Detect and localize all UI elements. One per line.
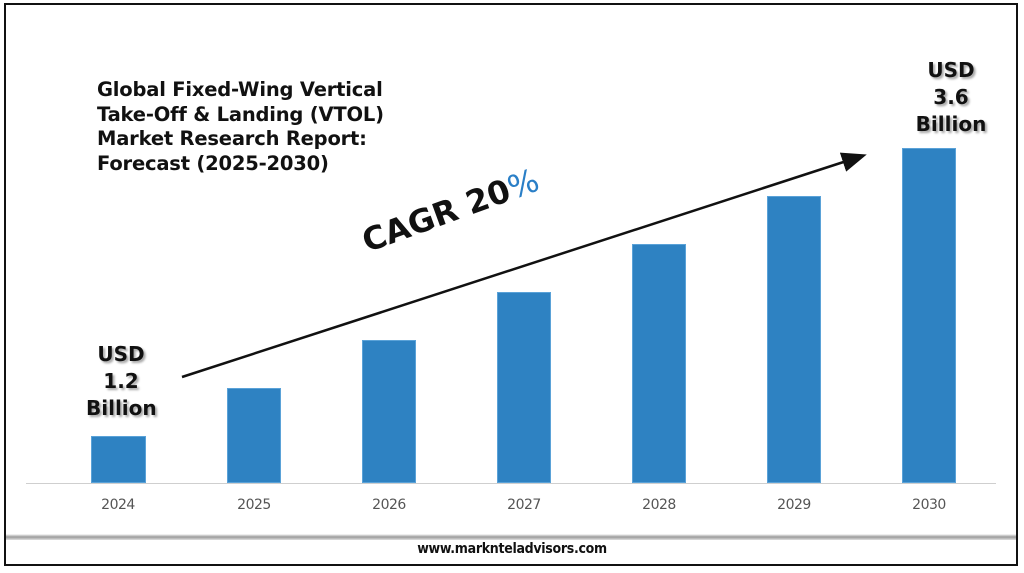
- footer-website: www.marknteladvisors.com: [417, 541, 607, 557]
- x-tick-label: 2025: [237, 497, 271, 513]
- title-line: Take-Off & Landing (VTOL): [97, 102, 384, 126]
- x-tick-label: 2029: [777, 497, 811, 513]
- title-line: Forecast (2025-2030): [97, 151, 329, 175]
- bar-2024: [91, 436, 146, 483]
- title-line: Global Fixed-Wing Vertical: [97, 78, 383, 101]
- x-tick-label: 2026: [372, 497, 406, 513]
- bar-2025: [227, 388, 281, 483]
- footer-divider: [6, 534, 1016, 540]
- bar-2028: [632, 244, 686, 483]
- start-value-currency: USD: [97, 342, 145, 366]
- x-tick-label: 2024: [101, 497, 135, 513]
- start-value-label: USD 1.2 Billion: [86, 341, 157, 422]
- bar-2030: [902, 148, 956, 483]
- bar-2027: [497, 292, 551, 483]
- title-line: Market Research Report:: [97, 127, 367, 150]
- x-tick-label: 2027: [507, 497, 541, 513]
- chart-title: Global Fixed-Wing Vertical Take-Off & La…: [97, 78, 457, 176]
- x-tick-label: 2028: [642, 497, 676, 513]
- bar-2029: [767, 196, 821, 483]
- x-tick-label: 2030: [912, 497, 946, 513]
- x-axis-line: [26, 483, 996, 484]
- start-value-unit: Billion: [86, 396, 157, 420]
- start-value-amount: 1.2: [103, 369, 139, 393]
- end-value-label: USD 3.6 Billion: [906, 57, 996, 138]
- end-value-amount: 3.6: [933, 85, 969, 109]
- end-value-currency: USD: [927, 58, 975, 82]
- end-value-unit: Billion: [915, 112, 987, 136]
- bar-2026: [362, 340, 416, 483]
